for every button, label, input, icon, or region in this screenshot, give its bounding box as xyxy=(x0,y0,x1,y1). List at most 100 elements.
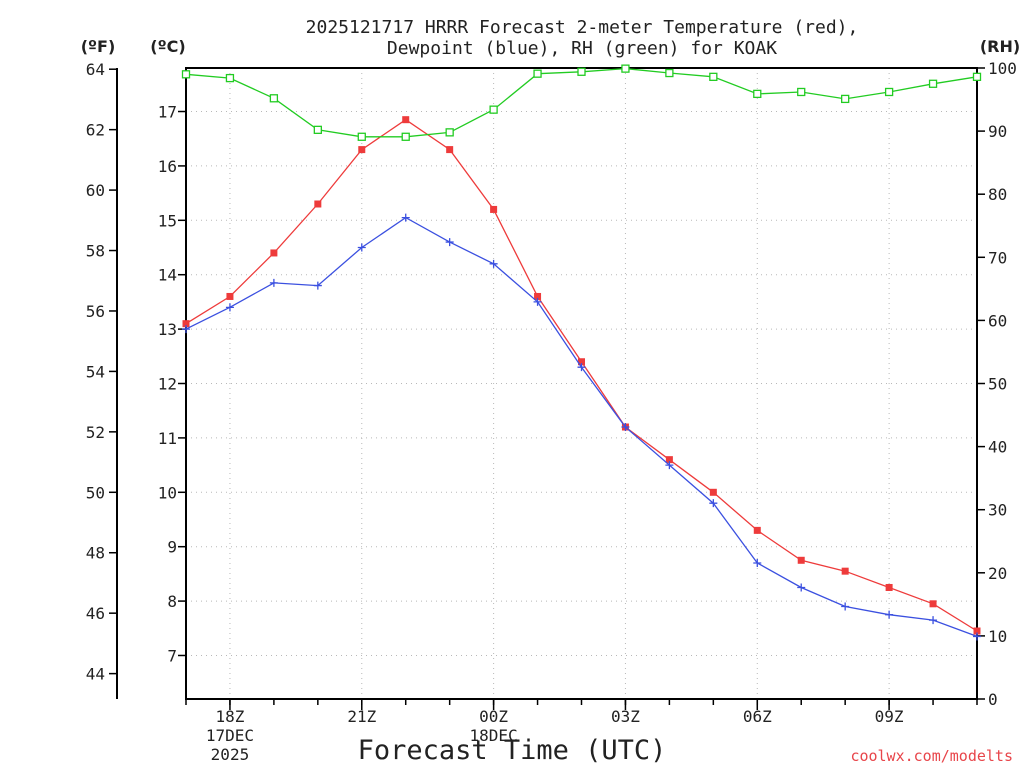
rh-tick-label: 10 xyxy=(988,627,1007,646)
rh-tick-label: 0 xyxy=(988,690,998,709)
axes: 44 46 48 50 52 54 56 58 60 62 64 7 8 9 10 11 12 13 14 15 16 1… xyxy=(86,59,1017,764)
fahrenheit-tick-label: 48 xyxy=(86,544,105,563)
rh-point xyxy=(533,69,542,78)
dewpoint-point xyxy=(753,559,762,568)
temperature-point xyxy=(929,600,937,608)
x-tick-label: 09Z xyxy=(875,707,904,726)
temperature-point xyxy=(841,567,849,575)
rh-point xyxy=(181,70,191,79)
dewpoint-point xyxy=(929,616,938,625)
temperature-point xyxy=(182,320,190,328)
fahrenheit-tick-label: 64 xyxy=(86,60,105,79)
x-tick-label: 00Z xyxy=(479,707,508,726)
fahrenheit-tick-label: 52 xyxy=(86,423,105,442)
temperature-point xyxy=(709,488,717,496)
rh-point xyxy=(313,125,322,134)
celsius-tick-label: 10 xyxy=(158,483,177,502)
dewpoint-point xyxy=(357,243,366,252)
temperature-point xyxy=(402,116,410,124)
dewpoint-point xyxy=(489,259,498,268)
rh-tick-label: 50 xyxy=(988,375,1007,394)
temperature-point xyxy=(358,146,366,154)
temperature-point xyxy=(753,526,761,534)
dewpoint-point xyxy=(973,632,981,641)
rh-point xyxy=(357,132,366,141)
dewpoint-point xyxy=(577,363,586,372)
rh-point xyxy=(972,72,982,81)
temperature-point xyxy=(665,456,673,464)
rh-tick-label: 70 xyxy=(988,248,1007,267)
rh-tick-label: 20 xyxy=(988,564,1007,583)
dewpoint-point xyxy=(401,213,410,222)
fahrenheit-tick-label: 46 xyxy=(86,604,105,623)
x-tick-label: 03Z xyxy=(611,707,640,726)
x-tick-year-label: 2025 xyxy=(211,745,250,764)
rh-point xyxy=(489,105,498,114)
rh-unit-label: (RH) xyxy=(980,37,1020,56)
temperature-line xyxy=(185,118,978,632)
dewpoint-point xyxy=(797,583,806,592)
dewpoint-point xyxy=(709,499,718,508)
temperature-point xyxy=(270,249,278,257)
temperature-point xyxy=(490,205,498,213)
fahrenheit-tick-label: 60 xyxy=(86,181,105,200)
fahrenheit-tick-label: 56 xyxy=(86,302,105,321)
rh-point xyxy=(753,89,762,99)
rh-tick-label: 60 xyxy=(988,311,1007,330)
temperature-point xyxy=(797,556,805,564)
rh-point xyxy=(884,87,894,97)
fahrenheit-tick-label: 44 xyxy=(86,665,105,684)
temperature-point xyxy=(534,292,542,300)
data-series xyxy=(181,64,982,641)
temperature-point xyxy=(885,583,893,591)
rh-tick-label: 100 xyxy=(988,59,1017,78)
rh-point xyxy=(665,68,674,78)
celsius-tick-label: 7 xyxy=(167,646,177,665)
temperature-point xyxy=(226,292,234,300)
temperature-point xyxy=(446,146,454,154)
dewpoint-point xyxy=(269,278,278,287)
dewpoint-line xyxy=(185,216,978,638)
rh-tick-label: 90 xyxy=(988,122,1007,141)
rh-tick-label: 40 xyxy=(988,438,1007,457)
rh-point xyxy=(797,87,806,97)
x-tick-label: 21Z xyxy=(347,707,376,726)
rh-point xyxy=(225,73,235,83)
dewpoint-point xyxy=(182,325,190,334)
chart-title: 2025121717 HRRR Forecast 2-meter Tempera… xyxy=(306,17,859,38)
rh-point xyxy=(445,128,454,137)
rh-point xyxy=(841,94,850,104)
rh-line xyxy=(185,67,978,138)
rh-tick-label: 80 xyxy=(988,185,1007,204)
grid xyxy=(186,68,977,699)
x-tick-label: 06Z xyxy=(743,707,772,726)
celsius-tick-label: 16 xyxy=(158,157,177,176)
dewpoint-point xyxy=(621,423,630,432)
celsius-unit-label: (ºC) xyxy=(150,37,185,56)
fahrenheit-tick-label: 58 xyxy=(86,242,105,261)
dewpoint-point xyxy=(445,238,454,247)
fahrenheit-tick-label: 62 xyxy=(86,121,105,140)
rh-point xyxy=(709,72,718,81)
fahrenheit-tick-label: 50 xyxy=(86,483,105,502)
rh-point xyxy=(621,64,630,73)
x-tick-date-label: 17DEC xyxy=(206,726,254,745)
temperature-point xyxy=(973,627,981,635)
temperature-point xyxy=(578,358,585,366)
celsius-tick-label: 14 xyxy=(158,266,177,285)
credit-link[interactable]: coolwx.com/modelts xyxy=(850,747,1013,765)
rh-tick-label: 30 xyxy=(988,501,1007,520)
dewpoint-point xyxy=(841,602,850,611)
celsius-tick-label: 12 xyxy=(158,375,177,394)
fahrenheit-unit-label: (ºF) xyxy=(81,37,116,56)
x-tick-label: 18Z xyxy=(215,707,244,726)
celsius-tick-label: 8 xyxy=(167,592,177,611)
rh-point xyxy=(577,67,586,76)
celsius-tick-label: 11 xyxy=(158,429,177,448)
rh-point xyxy=(401,132,410,141)
chart-subtitle: Dewpoint (blue), RH (green) for KOAK xyxy=(387,38,777,59)
dewpoint-point xyxy=(313,281,322,290)
fahrenheit-tick-label: 54 xyxy=(86,362,105,381)
dewpoint-point xyxy=(665,461,674,470)
